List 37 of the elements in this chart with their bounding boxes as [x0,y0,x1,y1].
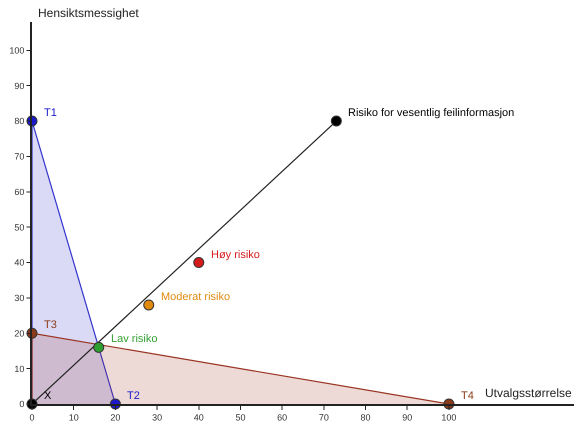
point [193,257,204,268]
y-tick-label: 30 [14,293,24,304]
y-tick-label: 20 [14,328,24,338]
x-tick-label: 60 [277,412,288,423]
y-tick-label: 100 [9,45,24,56]
annotation: Lav risiko [111,333,158,345]
x-tick-label: 10 [68,412,79,423]
y-tick-label: 90 [14,80,24,91]
y-tick-label: 80 [14,116,24,126]
annotation: Høy risiko [211,249,260,261]
x-tick-label: 0 [29,412,35,423]
point [93,342,104,353]
y-axis-title: Hensiktsmessighet [38,6,140,20]
y-tick-label: 60 [14,186,24,197]
annotation: T1 [44,107,57,119]
x-tick-label: 30 [152,412,162,423]
annotation: T3 [44,319,57,331]
x-tick-label: 80 [360,412,371,423]
x-tick-label: 70 [318,412,329,423]
y-tick-label: 70 [14,152,24,162]
x-tick-label: 40 [194,412,204,423]
annotation: T2 [127,390,140,402]
x-tick-label: 90 [402,412,412,423]
y-tick-label: 50 [14,222,24,232]
point [330,116,342,127]
x-tick-label: 50 [235,412,246,423]
x-tick-label: 20 [110,412,120,423]
annotation: T4 [461,390,474,402]
y-tick-label: 40 [14,258,24,268]
y-tick-label: 10 [14,364,24,374]
annotation: Moderat risiko [161,291,230,303]
annotation: X [44,390,52,402]
point [143,299,154,310]
x-tick-label: 100 [441,412,456,423]
x-axis-title: Utvalgsstørrelse [485,386,572,400]
annotation: Risiko for vesentlig feilinformasjon [348,107,514,119]
y-tick-label: 0 [19,399,24,410]
